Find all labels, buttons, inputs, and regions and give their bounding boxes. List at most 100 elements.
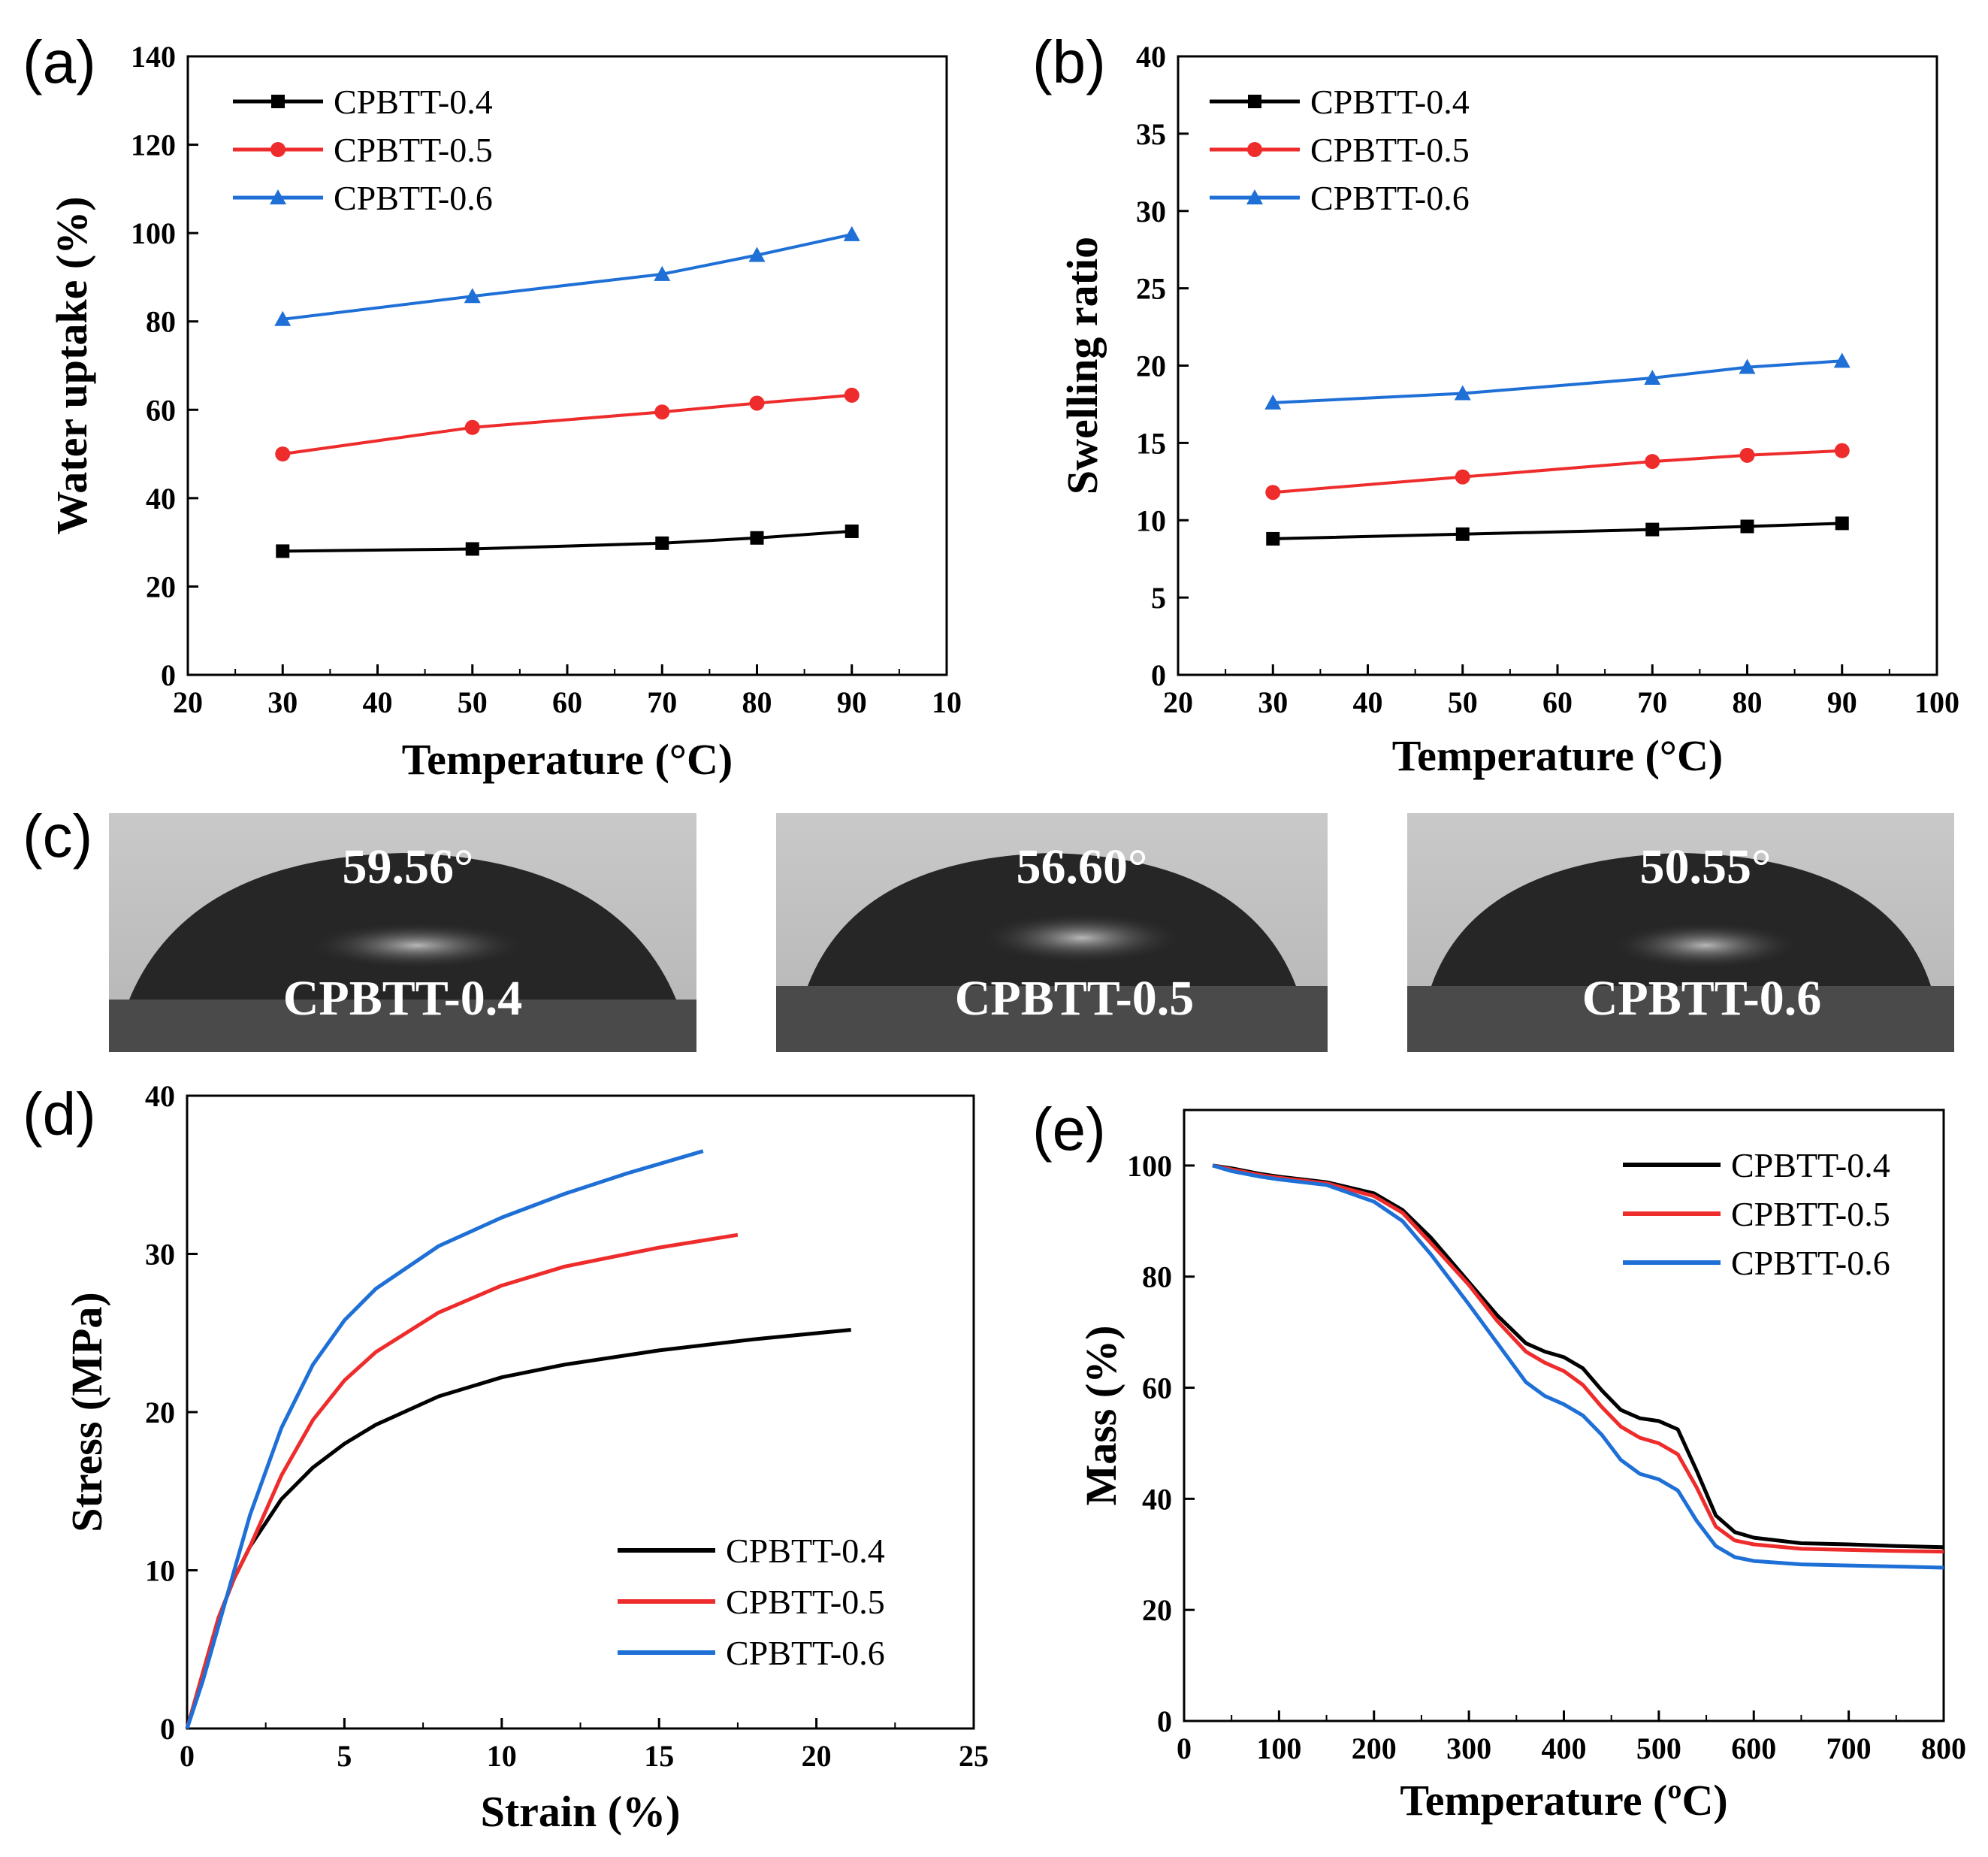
data-point <box>749 395 765 411</box>
x-tick-label: 70 <box>647 685 677 719</box>
data-point <box>654 404 670 420</box>
legend-marker <box>270 189 286 204</box>
contact-angle-value: 56.60° <box>1017 839 1148 894</box>
photo-substrate <box>1407 986 1954 1052</box>
x-tick-label: 30 <box>267 685 298 719</box>
y-tick-label: 25 <box>1136 272 1166 306</box>
x-tick-label: 0 <box>180 1739 195 1773</box>
contact-angle-photo-3: 50.55° CPBTT-0.6 <box>1407 813 1954 1052</box>
y-tick-label: 5 <box>1151 581 1166 615</box>
series-line <box>282 529 852 553</box>
x-axis-title: Strain (%) <box>481 1787 681 1836</box>
data-point <box>843 225 860 241</box>
contact-angle-value: 50.55° <box>1640 839 1772 894</box>
x-tick-label: 10 <box>932 685 962 719</box>
legend-label: CPBTT-0.4 <box>1731 1146 1890 1184</box>
legend-label: CPBTT-0.5 <box>1310 131 1470 169</box>
legend-label: CPBTT-0.4 <box>1310 83 1470 121</box>
legend-label: CPBTT-0.6 <box>334 179 493 217</box>
x-tick-label: 500 <box>1636 1731 1681 1765</box>
sample-label: CPBTT-0.4 <box>283 971 522 1026</box>
y-tick-label: 40 <box>1136 40 1166 74</box>
x-tick-label: 20 <box>173 685 203 719</box>
y-tick-label: 60 <box>146 393 176 427</box>
droplet-reflection <box>977 912 1187 964</box>
data-point <box>750 531 764 545</box>
y-tick-label: 35 <box>1136 117 1166 151</box>
legend-marker <box>270 142 286 157</box>
series-line <box>1212 1163 1944 1554</box>
stress-strain-chart: 0 5 10 15 20 25 0 10 20 30 40 Strain (%) Stress (MPa… <box>62 1079 989 1836</box>
y-tick-label: 80 <box>1142 1260 1172 1294</box>
legend-label: CPBTT-0.5 <box>334 131 493 169</box>
series-line <box>282 393 852 456</box>
y-tick-label: 20 <box>1136 349 1166 383</box>
y-tick-label: 20 <box>1142 1593 1172 1627</box>
y-axis-title: Stress (MPa) <box>62 1292 111 1532</box>
x-tick-label: 40 <box>1353 685 1383 719</box>
legend-label: CPBTT-0.6 <box>726 1634 885 1672</box>
x-tick-label: 600 <box>1731 1731 1776 1765</box>
x-tick-label: 80 <box>742 685 772 719</box>
x-axis-title: Temperature (ºC) <box>1400 1776 1727 1825</box>
x-tick-label: 0 <box>1177 1731 1192 1765</box>
data-point <box>1265 485 1281 501</box>
x-tick-label: 10 <box>487 1739 517 1773</box>
panel-b-letter: (b) <box>1032 29 1106 95</box>
data-point <box>1645 522 1660 537</box>
y-axis-title: Mass (%) <box>1077 1325 1125 1505</box>
x-tick-label: 800 <box>1921 1731 1966 1765</box>
contact-angle-photo-1: 59.56° CPBTT-0.4 <box>109 813 696 1052</box>
data-point <box>655 536 669 550</box>
x-tick-label: 20 <box>1163 685 1193 719</box>
x-tick-label: 80 <box>1733 685 1763 719</box>
data-point <box>275 446 291 462</box>
panel-e-letter: (e) <box>1032 1096 1106 1163</box>
panel-d-letter: (d) <box>23 1081 96 1148</box>
legend-label: CPBTT-0.4 <box>726 1532 885 1570</box>
x-tick-label: 700 <box>1826 1731 1872 1765</box>
series-line <box>1212 1163 1944 1570</box>
y-tick-label: 0 <box>1151 658 1166 692</box>
data-point <box>1644 369 1661 385</box>
y-tick-label: 20 <box>146 570 176 603</box>
y-axis-title: Water uptake (%) <box>47 196 96 534</box>
series-line <box>282 232 853 321</box>
legend-marker <box>271 95 285 108</box>
data-point <box>1740 519 1754 534</box>
y-tick-label: 100 <box>131 216 176 250</box>
x-tick-label: 30 <box>1258 685 1288 719</box>
legend-label: CPBTT-0.5 <box>726 1583 885 1621</box>
x-tick-label: 60 <box>552 685 582 719</box>
x-tick-label: 15 <box>644 1739 674 1773</box>
y-tick-label: 40 <box>1142 1482 1172 1516</box>
panel-a-letter: (a) <box>23 29 96 95</box>
y-tick-label: 40 <box>146 482 176 516</box>
series-line <box>1273 522 1842 540</box>
water-droplet <box>1431 853 1931 986</box>
legend-label: CPBTT-0.5 <box>1731 1195 1890 1233</box>
series-line <box>1273 359 1842 404</box>
x-tick-label: 20 <box>802 1739 832 1773</box>
data-point <box>748 246 766 262</box>
y-tick-label: 10 <box>1136 504 1166 537</box>
x-tick-label: 100 <box>1256 1731 1301 1765</box>
series-line <box>185 1149 704 1729</box>
contact-angle-photo-2: 56.60° CPBTT-0.5 <box>776 813 1328 1052</box>
legend-label: CPBTT-0.6 <box>1731 1244 1890 1282</box>
data-point <box>844 387 860 403</box>
data-point <box>274 310 292 326</box>
data-point <box>1645 454 1660 470</box>
x-tick-label: 25 <box>959 1739 989 1773</box>
water-uptake-chart: 20 30 40 50 60 70 80 90 10020406080100120140Temp… <box>47 40 962 784</box>
y-tick-label: 30 <box>1136 195 1166 228</box>
y-tick-label: 30 <box>145 1238 175 1272</box>
x-tick-label: 60 <box>1542 685 1573 719</box>
data-point <box>844 524 859 538</box>
y-tick-label: 60 <box>1142 1372 1172 1405</box>
data-point <box>1266 531 1280 546</box>
x-tick-label: 100 <box>1914 685 1959 719</box>
y-tick-label: 0 <box>161 658 176 692</box>
x-tick-label: 200 <box>1352 1731 1397 1765</box>
series-line <box>1273 449 1842 494</box>
